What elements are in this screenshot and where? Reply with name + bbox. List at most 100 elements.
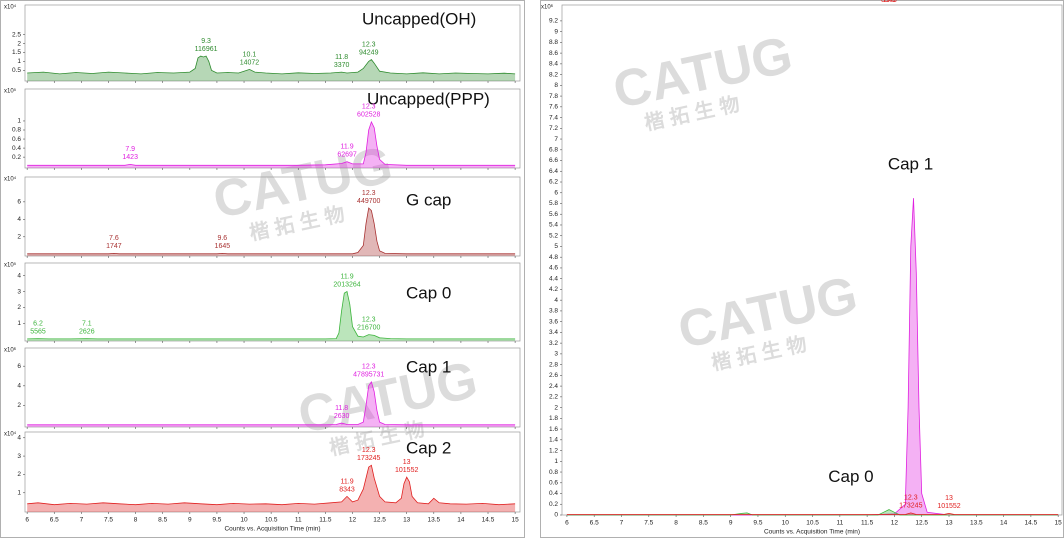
y-tick-label: 7.2 [549, 125, 558, 132]
x-tick-label: 10 [782, 520, 790, 527]
trace-line [27, 464, 516, 506]
y-tick-label: 2 [17, 40, 21, 47]
y-tick-label: 3 [17, 453, 21, 460]
peak-time: 11.9 [882, 0, 895, 4]
y-tick-label: 0.8 [549, 469, 558, 476]
trace-area [566, 198, 1059, 515]
trace-line [566, 198, 1059, 516]
y-tick-label: 2 [17, 471, 21, 478]
y-tick-label: 6 [17, 199, 21, 206]
y-tick-label: 5 [554, 243, 558, 250]
y-tick-label: 2 [554, 404, 558, 411]
y-scale-label: x10⁴ [4, 4, 17, 11]
peak-time: 7.1 [82, 320, 92, 327]
x-tick-label: 13 [403, 517, 411, 524]
x-tick-label: 12 [891, 520, 899, 527]
peak-area: 216700 [357, 324, 380, 331]
y-tick-label: 9 [554, 28, 558, 35]
trace-line [27, 120, 516, 166]
y-tick-label: 0.6 [549, 479, 558, 486]
y-tick-label: 1.4 [549, 437, 558, 444]
y-tick-label: 3.6 [549, 318, 558, 325]
y-tick-label: 9.2 [549, 18, 558, 25]
x-tick-label: 11.5 [319, 517, 332, 524]
trace-line [566, 509, 1059, 516]
peak-time: 9.3 [201, 38, 211, 45]
peak-time: 13 [403, 459, 411, 466]
y-tick-label: 6.4 [549, 168, 558, 175]
y-tick-label: 6 [554, 189, 558, 196]
x-tick-label: 6 [565, 520, 569, 527]
x-tick-label: 8.5 [158, 517, 167, 524]
panel-title: Cap 2 [406, 438, 451, 457]
y-tick-label: 0.5 [12, 67, 21, 74]
panel-title: Uncapped(PPP) [367, 89, 490, 108]
peak-area: 2630 [334, 413, 350, 420]
y-tick-label: 7.8 [549, 93, 558, 100]
plot-frame [24, 4, 521, 82]
x-tick-label: 6 [25, 517, 29, 524]
x-axis-label: Counts vs. Acquisition Time (min) [224, 526, 320, 533]
x-tick-label: 6.5 [50, 517, 59, 524]
series-name: Cap 1 [888, 155, 933, 174]
y-scale-label: x10⁴ [4, 431, 17, 438]
y-tick-label: 2 [17, 234, 21, 241]
peak-area: 116961 [195, 46, 218, 53]
peak-time: 13 [945, 495, 953, 502]
x-tick-label: 12.5 [373, 517, 386, 524]
peak-area: 8343 [881, 0, 897, 4]
panel-title: Cap 0 [406, 283, 451, 302]
x-tick-label: 14.5 [1025, 520, 1038, 527]
y-tick-label: 4 [17, 434, 21, 441]
y-tick-label: 7.6 [549, 104, 558, 111]
y-tick-label: 7.4 [549, 114, 558, 121]
peak-area: 2626 [79, 328, 95, 335]
x-tick-label: 7 [620, 520, 624, 527]
y-tick-label: 4 [17, 216, 21, 223]
y-tick-label: 7 [554, 136, 558, 143]
x-tick-label: 14 [1000, 520, 1008, 527]
y-tick-label: 1 [17, 489, 21, 496]
peak-area: 1645 [215, 243, 231, 250]
x-tick-label: 11 [836, 520, 843, 527]
x-tick-label: 9 [729, 520, 733, 527]
y-tick-label: 8.8 [549, 39, 558, 46]
plot-frame [24, 431, 521, 513]
trace-area [27, 56, 516, 81]
y-tick-label: 0.6 [12, 136, 21, 143]
y-tick-label: 3 [554, 351, 558, 358]
peak-area: 8343 [339, 486, 355, 493]
peak-area: 3370 [334, 62, 350, 69]
y-tick-label: 3.4 [549, 329, 558, 336]
y-tick-label: 8.4 [549, 61, 558, 68]
x-tick-label: 9.5 [753, 520, 762, 527]
y-tick-label: 4.2 [549, 286, 558, 293]
y-tick-label: 6.6 [549, 157, 558, 164]
y-scale-label: x10⁴ [4, 176, 17, 183]
peak-area: 449700 [357, 198, 380, 205]
peak-time: 12.3 [362, 41, 376, 48]
peak-time: 9.6 [217, 235, 227, 242]
y-tick-label: 2.2 [549, 394, 558, 401]
x-tick-label: 13 [945, 520, 953, 527]
series-name: Cap 0 [828, 467, 873, 486]
x-axis-label: Counts vs. Acquisition Time (min) [764, 529, 860, 536]
y-tick-label: 6 [17, 363, 21, 370]
peak-time: 6.2 [33, 320, 43, 327]
plot-frame [24, 262, 521, 342]
panel-title: Cap 1 [406, 357, 451, 376]
y-tick-label: 8 [554, 82, 558, 89]
y-tick-label: 1.6 [549, 426, 558, 433]
peak-time: 7.9 [125, 146, 135, 153]
y-tick-label: 2.8 [549, 361, 558, 368]
x-tick-label: 13.5 [427, 517, 440, 524]
peak-area: 173245 [357, 455, 380, 462]
plot-frame [24, 88, 521, 169]
y-tick-label: 2 [17, 402, 21, 409]
y-tick-label: 5.4 [549, 222, 558, 229]
